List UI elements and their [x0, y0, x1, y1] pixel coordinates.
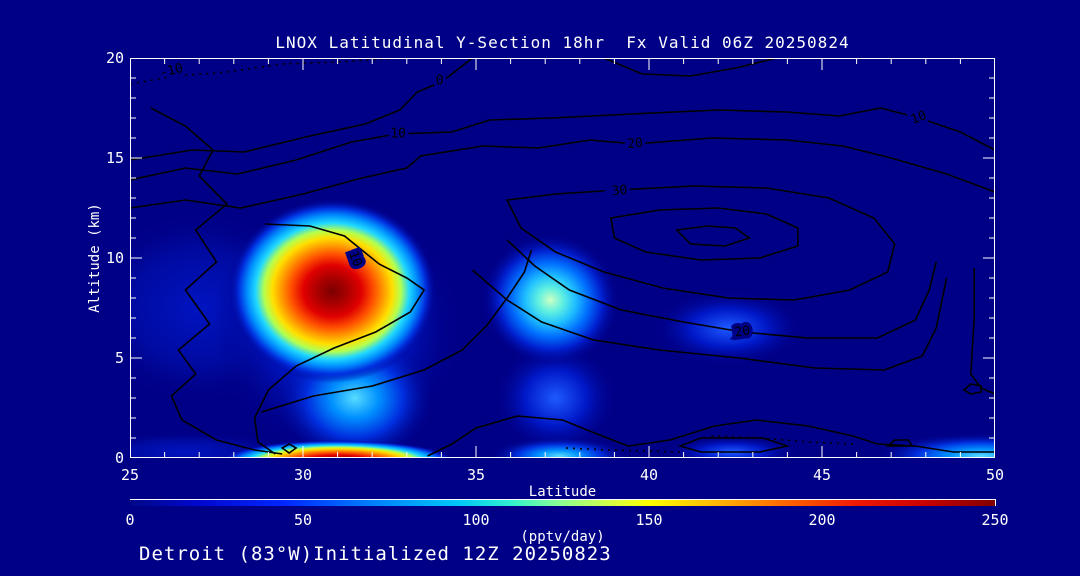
y-tick-label-20: 20 [105, 49, 124, 67]
plot-frame [130, 58, 995, 458]
contour-line-2 [603, 58, 778, 77]
x-tick-label-50: 50 [985, 466, 1005, 484]
y-tick-label-10: 10 [105, 249, 124, 267]
contour-line-14 [677, 437, 791, 453]
colorbar-tick-label-100: 100 [462, 511, 490, 529]
x-tick-label-40: 40 [639, 466, 659, 484]
colorbar-tick-label-0: 0 [125, 511, 135, 529]
colorbar-tick-label-50: 50 [293, 511, 313, 529]
x-tick-label-30: 30 [293, 466, 313, 484]
colorbar-unit-label: (pptv/day) [520, 529, 605, 545]
contour-line-5 [505, 185, 896, 301]
contour-label-20: 20 [627, 136, 644, 153]
x-tick-label-25: 25 [120, 466, 140, 484]
x-axis-title: Latitude [528, 484, 597, 500]
colorbar-tick-label-250: 250 [981, 511, 1009, 529]
contour-line-4 [130, 137, 995, 209]
fill-blob-right-weak-blob [652, 290, 805, 366]
contour-line-7 [674, 225, 752, 247]
contour-line-19 [711, 435, 854, 445]
colorbar-tick-label-200: 200 [808, 511, 836, 529]
contour-line-1 [130, 58, 473, 161]
fill-blob-mid-level-max [481, 233, 620, 367]
fill-blob-mid-lower-column [493, 342, 618, 454]
contour-line-13 [427, 415, 995, 457]
contour-label-10: 10 [390, 127, 406, 142]
colorbar [130, 499, 996, 506]
contour-line-3 [130, 107, 995, 181]
contour-line-9 [471, 269, 948, 371]
plot-title: LNOX Latitudinal Y-Section 18hr Fx Valid… [275, 33, 850, 52]
contour-label-0: 0 [436, 74, 444, 89]
contour-line-11 [253, 223, 426, 455]
contour-line-16 [969, 268, 995, 395]
x-tick-label-45: 45 [812, 466, 832, 484]
contour-line-20 [280, 443, 298, 454]
fill-blob-convective-core [228, 199, 437, 383]
contour-line-8 [506, 239, 937, 339]
fill-blob-right-surface-weak [666, 436, 798, 458]
contour-line-10 [150, 107, 283, 455]
y-tick-label-0: 0 [114, 449, 124, 467]
contour-label-20: 20 [734, 323, 752, 340]
y-tick-label-5: 5 [114, 349, 124, 367]
contour-line-17 [962, 383, 983, 395]
y-tick-label-15: 15 [105, 149, 124, 167]
fill-blob-mid-surface-max [489, 437, 629, 458]
x-tick-label-35: 35 [466, 466, 486, 484]
contour-line-12 [261, 249, 533, 413]
footer-station-init-text: Detroit (83°W)Initialized 12Z 20250823 [139, 543, 612, 565]
contour-line-6 [609, 207, 799, 261]
contour-line-15 [885, 439, 914, 447]
contour-label-30: 30 [611, 183, 628, 200]
colorbar-tick-label-150: 150 [635, 511, 663, 529]
